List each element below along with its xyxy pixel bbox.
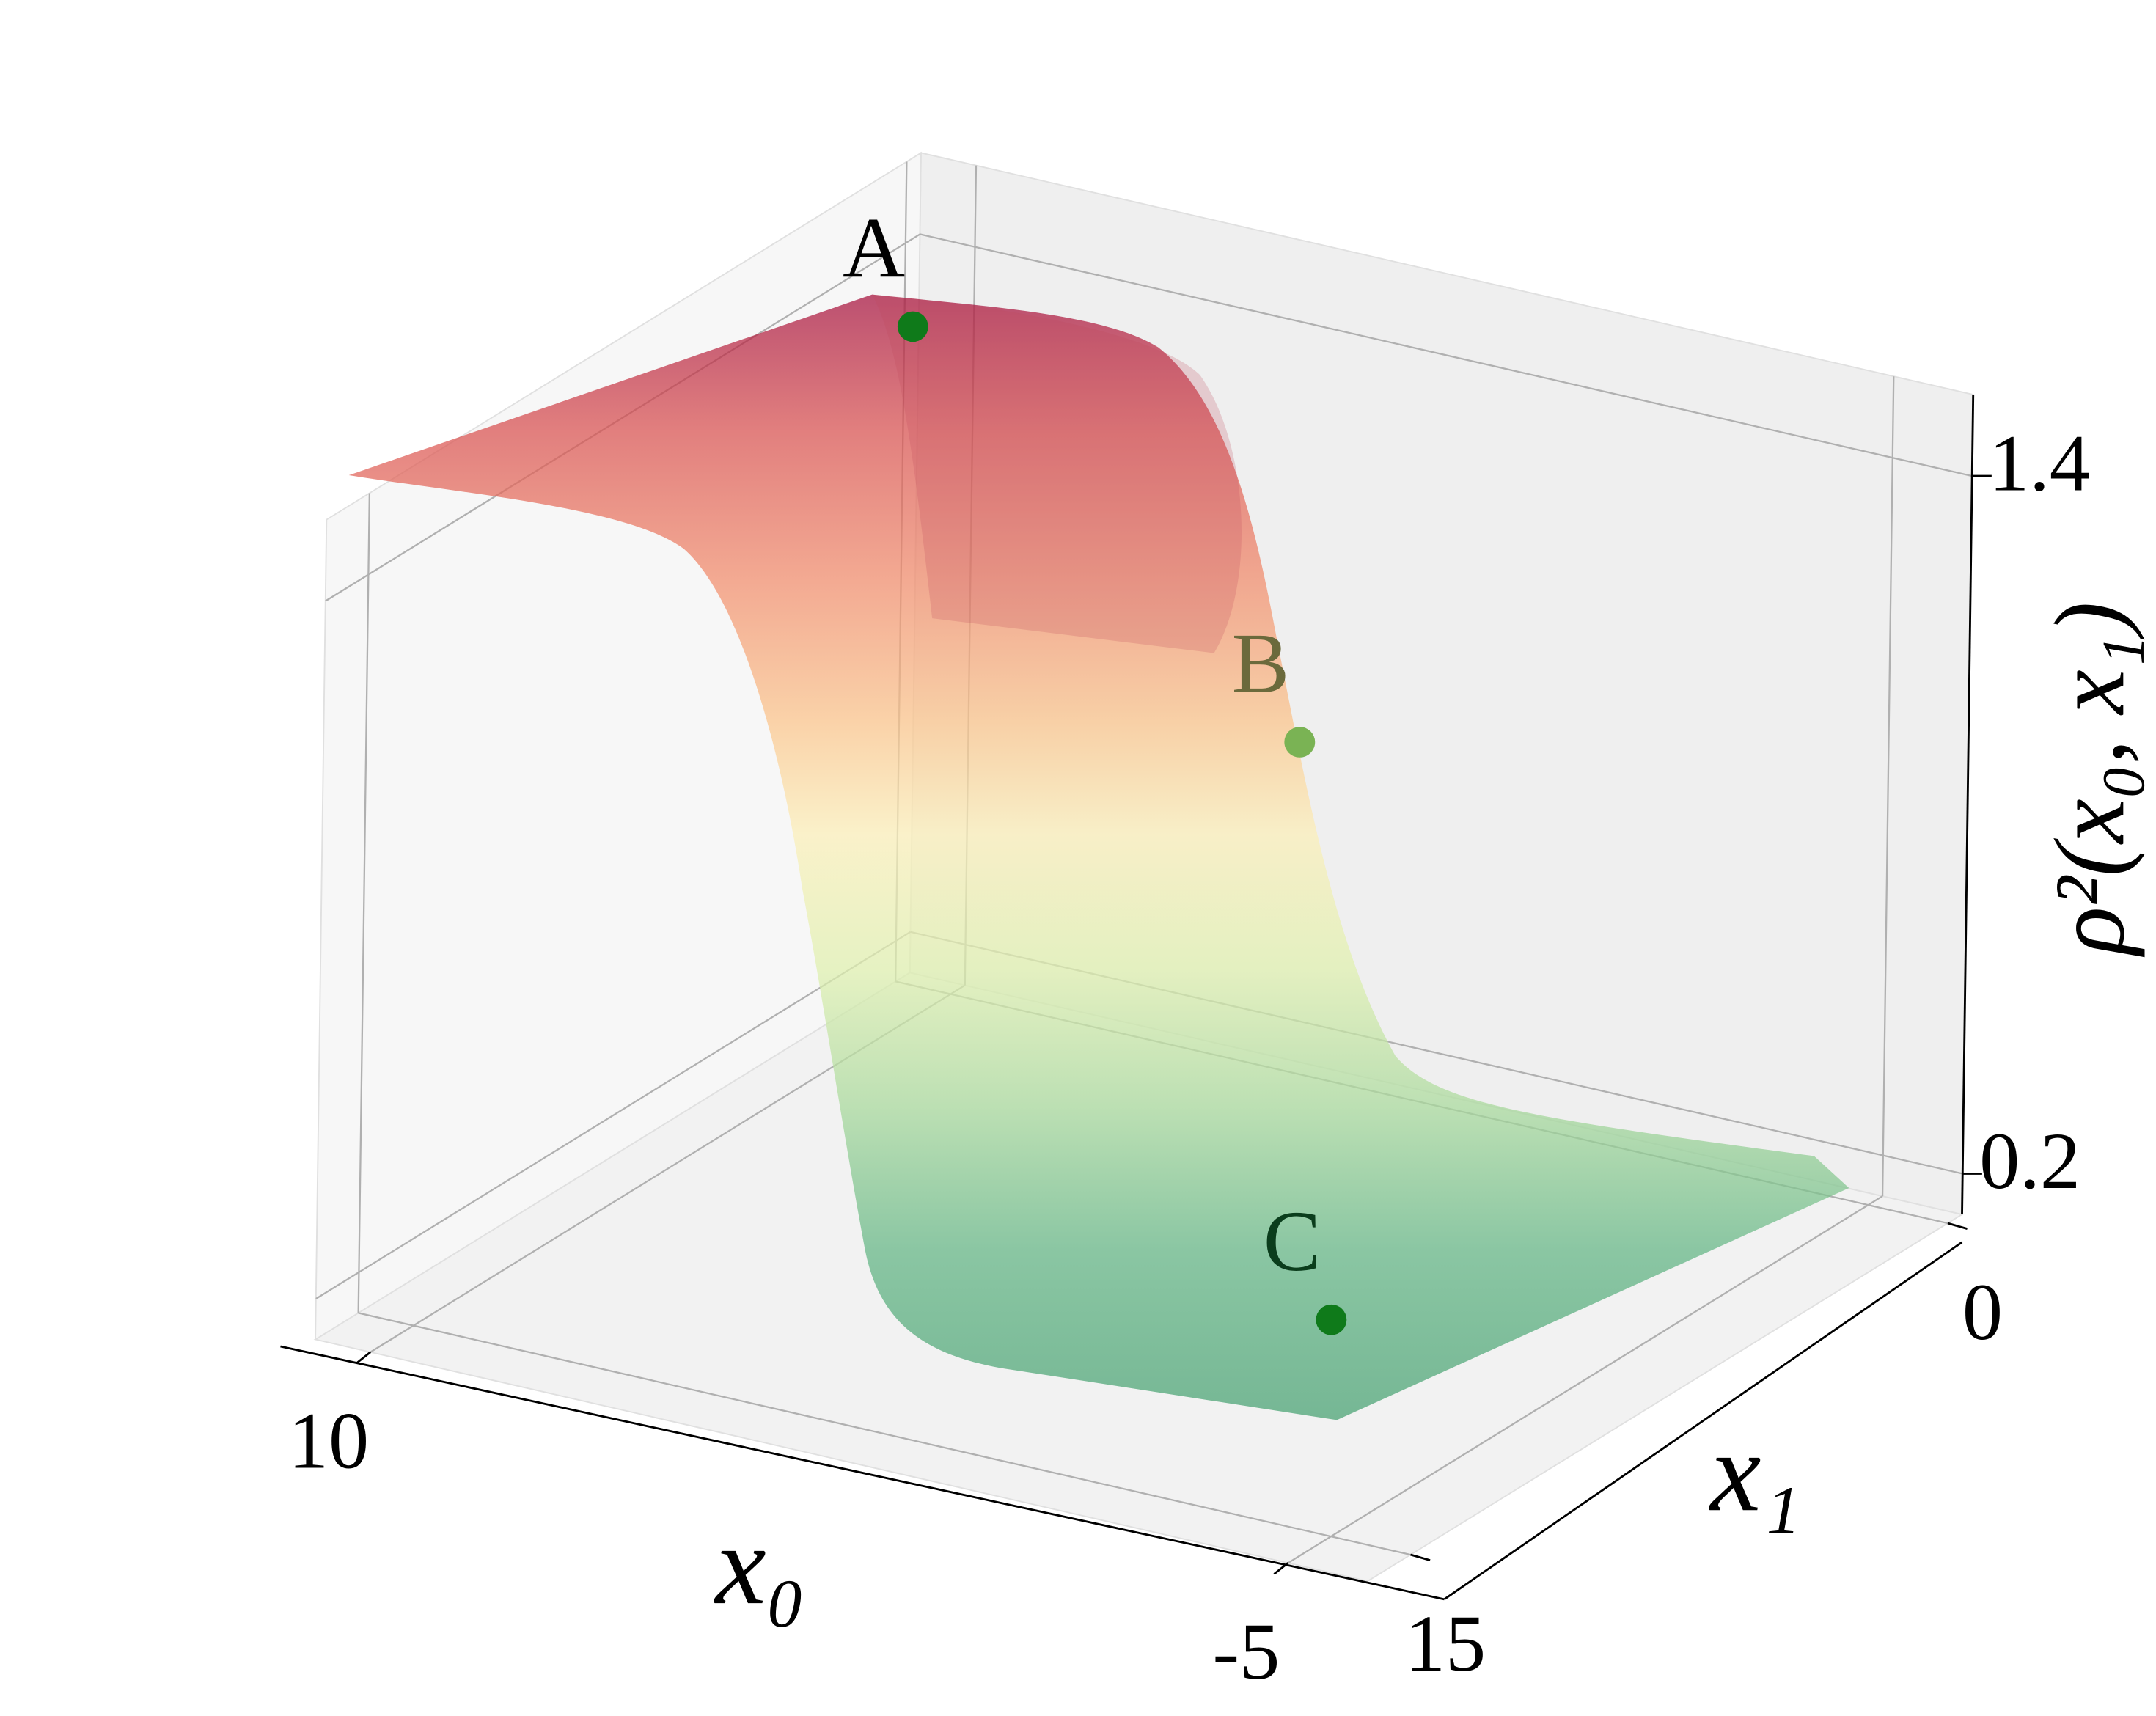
y-tick-label: 0: [1962, 1267, 2003, 1357]
tick-mark: [1947, 1222, 1968, 1230]
point: [1284, 727, 1316, 758]
tick-mark: [1410, 1553, 1431, 1561]
x-axis-line: [280, 1345, 1445, 1601]
grid-line: [357, 493, 371, 1313]
x-axis-label: x₀: [714, 1501, 806, 1628]
grid-line: [1287, 1195, 1883, 1564]
grid-line: [358, 1312, 1411, 1556]
y-axis-label: x₁: [1709, 1409, 1801, 1536]
x-tick-label: 10: [288, 1396, 369, 1486]
z-axis-label: ρ²(x₀, x₁): [2034, 601, 2145, 957]
point: [1316, 1304, 1347, 1335]
y-tick-label: 15: [1405, 1599, 1486, 1688]
z-tick-label: 1.4: [1989, 419, 2090, 508]
x-tick-label: -5: [1212, 1607, 1280, 1696]
surface-fold: [872, 294, 1242, 653]
grid-line: [920, 233, 1973, 477]
grid-line: [315, 931, 912, 1299]
surface: [348, 294, 1849, 1420]
tick-mark: [356, 1351, 372, 1365]
z-tick-label: 0.2: [1979, 1116, 2080, 1206]
grid-line: [1881, 376, 1895, 1197]
y-axis-line: [1443, 1241, 1963, 1601]
point-label: B: [1232, 616, 1290, 711]
point-label: C: [1264, 1194, 1321, 1289]
foreground: 10 -5 0 15 0.2 1.4 A B C: [280, 201, 2090, 1696]
point-label: A: [843, 201, 905, 296]
z-axis-line: [1961, 395, 1975, 1215]
point: [897, 311, 928, 342]
